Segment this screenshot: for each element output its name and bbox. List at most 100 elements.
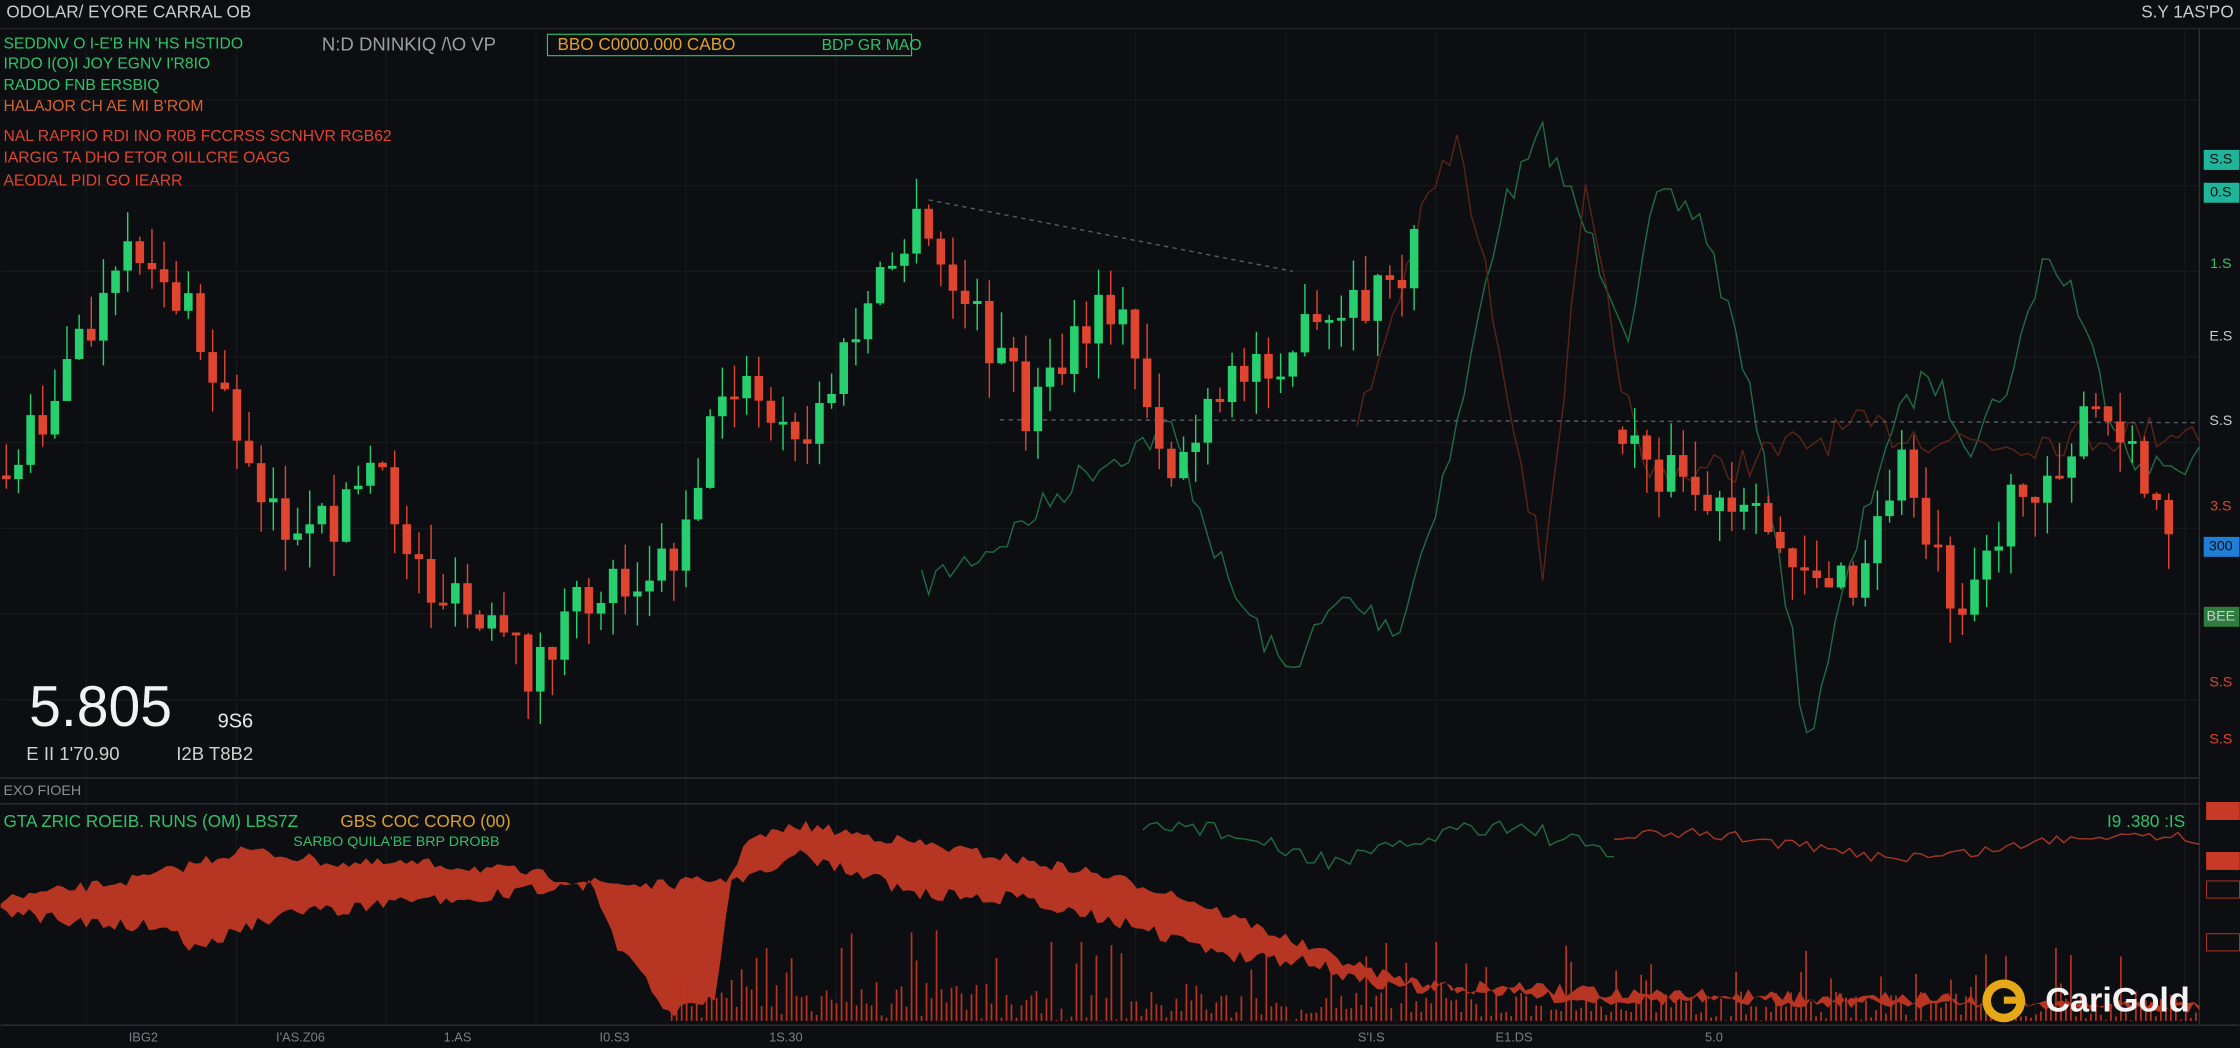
- price-label: 1.S: [2210, 256, 2231, 272]
- mode: BDP GR MAO: [822, 37, 922, 54]
- candle-body: [1337, 317, 1346, 321]
- candle-body: [887, 265, 897, 269]
- indicator-readout: I9 .380 :IS: [2107, 811, 2185, 831]
- indicator-title: GTA ZRIC ROEIB. RUNS (OM) LBS7Z: [3, 811, 298, 831]
- candle-body: [2006, 484, 2016, 547]
- info-line: RADDO FNB ERSBIQ: [3, 77, 159, 94]
- candle-body: [1045, 367, 1055, 387]
- candle-body: [1057, 367, 1067, 374]
- candle-body: [1300, 314, 1310, 353]
- candle-body: [159, 269, 169, 283]
- price-label-box: [2203, 411, 2240, 432]
- candle-body: [1094, 294, 1103, 344]
- candle-body: [2055, 475, 2064, 479]
- candle-body: [2152, 493, 2161, 500]
- price-label: 300: [2209, 539, 2233, 555]
- candle-body: [86, 328, 96, 341]
- candle-body: [1312, 314, 1322, 323]
- candle-body: [414, 554, 424, 560]
- candle-body: [390, 467, 399, 525]
- candle-body: [1691, 476, 1700, 495]
- candle-body: [74, 328, 84, 360]
- candle-body: [293, 533, 302, 540]
- indicator-line: [1614, 827, 2200, 863]
- candle-body: [803, 439, 812, 444]
- price-label-box: [2203, 536, 2240, 557]
- candle-body: [147, 263, 157, 270]
- candle-body: [256, 463, 266, 503]
- candle-body: [936, 238, 946, 265]
- candle-body: [1385, 275, 1395, 280]
- candle-body: [1909, 449, 1919, 498]
- candle-body: [2043, 475, 2052, 503]
- dashed-line: [1000, 419, 2200, 424]
- symbol: ODOLAR/ EYORE CARRAL OB: [6, 1, 251, 21]
- candle-body: [281, 498, 290, 540]
- price-unit: 9S6: [218, 711, 254, 733]
- price-label: S.S: [2209, 152, 2232, 168]
- price-label: 3.S: [2210, 499, 2231, 515]
- candle-body: [26, 415, 35, 465]
- candle-body: [269, 498, 278, 503]
- candle-body: [1812, 570, 1822, 579]
- candle-body: [1033, 386, 1043, 432]
- candle-body: [1958, 608, 1967, 615]
- header-right: S.Y 1AS'PO: [2141, 1, 2233, 21]
- candle-body: [1154, 407, 1164, 449]
- candle-body: [232, 389, 242, 441]
- candle-body: [1276, 376, 1285, 380]
- chart-title: N:D DNINKIQ /\O VP: [322, 34, 496, 55]
- candle-body: [657, 548, 666, 581]
- time-label: 1.AS: [444, 1029, 472, 1044]
- price-label-box: [2203, 326, 2240, 347]
- candle-body: [2115, 421, 2125, 443]
- candle-body: [1070, 326, 1079, 374]
- candle-body: [2, 475, 11, 480]
- grid: [0, 28, 2200, 1026]
- price-box: BBO C0000.000 CABO: [557, 34, 735, 54]
- candle-body: [244, 440, 254, 464]
- candle-body: [1897, 449, 1906, 501]
- price-label: S.S: [2209, 731, 2232, 747]
- candle-body: [341, 489, 351, 542]
- axis-labels: S.S 0.S 1.S E.S S.S 3.S 300 BEE S.S S.S IBG2 I'AS.Z…: [129, 149, 2240, 1044]
- candle-body: [1349, 289, 1358, 318]
- candles: [2, 178, 2173, 724]
- candle-body: [184, 293, 193, 311]
- candle-body: [1861, 563, 1870, 598]
- candle-body: [317, 505, 327, 525]
- candle-body: [2164, 499, 2173, 535]
- price-box-frame: [546, 33, 913, 57]
- candle-body: [1191, 442, 1200, 452]
- candle-body: [620, 568, 630, 597]
- candle-body: [1836, 565, 1846, 588]
- candle-body: [196, 293, 205, 353]
- candle-body: [681, 519, 691, 571]
- price-label-box: [2203, 254, 2240, 275]
- price-label-box: [2203, 606, 2240, 627]
- candle-body: [2067, 456, 2076, 478]
- candle-body: [730, 396, 739, 400]
- price-label: S.S: [2209, 413, 2232, 429]
- info-line: SEDDNV O I-E'B HN 'HS HSTIDO: [3, 35, 243, 52]
- candle-body: [669, 548, 679, 571]
- candle-body: [1618, 429, 1627, 444]
- candle-body: [511, 632, 521, 636]
- candle-body: [50, 400, 60, 435]
- candle-body: [1800, 567, 1809, 571]
- candle-body: [1130, 309, 1140, 359]
- candle-body: [1727, 497, 1737, 512]
- candle-body: [633, 591, 642, 597]
- candle-body: [475, 614, 484, 629]
- candle-body: [754, 375, 764, 401]
- candle-body: [1252, 354, 1261, 382]
- candle-body: [2091, 406, 2101, 410]
- candle-body: [38, 415, 48, 435]
- candle-body: [1654, 459, 1664, 492]
- candle-body: [1848, 565, 1858, 598]
- candle-body: [815, 403, 824, 444]
- candle-body: [1142, 358, 1152, 408]
- time-label: 1S.30: [769, 1029, 803, 1044]
- candle-body: [1739, 504, 1749, 512]
- candle-body: [863, 303, 873, 340]
